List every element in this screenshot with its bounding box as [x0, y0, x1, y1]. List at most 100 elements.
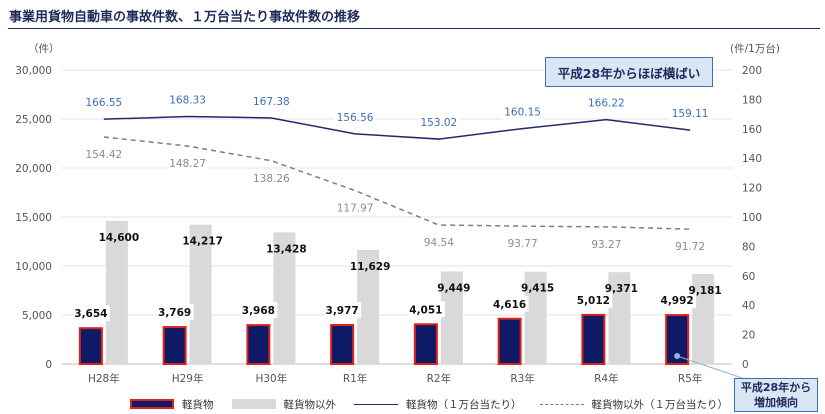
line-other-label: 94.54 — [424, 237, 454, 249]
line-other-label-bg — [501, 236, 544, 252]
line-light-label: 156.56 — [337, 112, 374, 124]
line-light-label-bg — [669, 106, 712, 122]
line-light-label-bg — [82, 95, 125, 111]
y-right-tick-label: 160 — [742, 124, 762, 136]
line-light-label: 168.33 — [169, 95, 206, 107]
bar-other-vehicle — [608, 272, 631, 364]
bar-other-vehicle — [273, 232, 296, 364]
x-tick-label: R1年 — [343, 372, 367, 385]
y-right-tick-label: 40 — [742, 300, 755, 312]
legend-label-other-bar: 軽貨物以外 — [283, 398, 337, 411]
line-light-label: 166.22 — [588, 98, 625, 110]
y-left-tick-label: 0 — [45, 359, 52, 371]
line-light-label-bg — [334, 109, 377, 125]
y-right-tick-label: 0 — [742, 359, 749, 371]
bar-other-label: 11,629 — [350, 261, 391, 273]
y-right-tick-label: 20 — [742, 330, 755, 342]
line-other-label: 93.27 — [591, 239, 621, 251]
bar-light-label-bg — [157, 304, 194, 321]
legend-label-light-bar: 軽貨物 — [182, 398, 214, 411]
y-left-tick-label: 5,000 — [22, 310, 52, 322]
bar-other-vehicle — [524, 271, 547, 364]
y-right-tick-label: 100 — [742, 212, 762, 224]
y-right-axis-label: (件/1万台) — [730, 42, 780, 55]
line-other-label-bg — [82, 147, 125, 163]
bar-other-label: 9,181 — [689, 285, 722, 297]
line-other-label-bg — [250, 170, 293, 186]
bar-other-label: 14,600 — [99, 232, 140, 244]
y-left-tick-label: 15,000 — [15, 212, 52, 224]
bar-light-label-bg — [576, 291, 613, 308]
bar-light-vehicle — [162, 326, 187, 366]
legend-swatch-light-bar — [130, 399, 174, 409]
bar-other-vehicle — [440, 271, 463, 364]
callout-flat-trend: 平成28年からほぼ横ばい — [545, 57, 713, 87]
bar-light-label: 3,769 — [158, 307, 191, 319]
y-left-tick-label: 30,000 — [15, 65, 52, 77]
line-light-label: 167.38 — [253, 96, 290, 108]
x-tick-label: H30年 — [255, 372, 287, 385]
bar-light-vehicle — [497, 317, 522, 366]
line-light-label: 166.55 — [86, 97, 123, 109]
bar-light-vehicle — [330, 324, 355, 365]
chart-title: 事業用貨物自動車の事故件数、１万台当たり事故件数の推移 — [9, 10, 361, 25]
line-light-label-bg — [417, 115, 460, 131]
bar-other-vehicle — [692, 274, 715, 364]
line-other-label: 138.26 — [253, 173, 290, 185]
line-light-label: 153.02 — [421, 117, 458, 129]
bar-light-label: 4,992 — [661, 295, 694, 307]
line-other-label-bg — [417, 235, 460, 251]
line-other-label: 91.72 — [675, 241, 705, 253]
line-other-label: 93.77 — [508, 238, 538, 250]
line-light-label: 160.15 — [504, 107, 541, 119]
y-right-tick-label: 80 — [742, 241, 755, 253]
bar-light-label-bg — [408, 301, 445, 318]
line-other-label: 154.42 — [86, 149, 123, 161]
bar-light-label: 4,051 — [409, 304, 442, 316]
bar-light-label-bg — [73, 305, 110, 322]
callout-pointer — [676, 355, 749, 381]
x-tick-label: R2年 — [427, 372, 451, 385]
line-light-label: 159.11 — [672, 108, 709, 120]
legend-label-light-line: 軽貨物（１万台当たり） — [406, 398, 522, 411]
line-other-vehicle — [103, 136, 691, 230]
legend-swatch-other-line — [539, 403, 584, 405]
x-tick-label: H29年 — [172, 372, 204, 385]
legend: 軽貨物 軽貨物以外 軽貨物（１万台当たり） 軽貨物以外（１万台当たり） — [130, 396, 746, 412]
bar-light-vehicle — [665, 314, 690, 365]
y-right-tick-label: 120 — [742, 183, 762, 195]
x-tick-label: R4年 — [594, 372, 618, 385]
legend-item-other-line: 軽貨物以外（１万台当たり） — [539, 397, 728, 412]
bar-light-label-bg — [325, 302, 362, 319]
bar-light-vehicle — [246, 324, 271, 365]
bar-light-label: 3,654 — [74, 308, 107, 320]
callout-increase-line1: 平成28年から — [740, 381, 812, 394]
title-underline — [8, 28, 820, 29]
bar-light-vehicle — [581, 313, 606, 365]
x-tick-label: R5年 — [678, 372, 702, 385]
callout-increase-line2: 増加傾向 — [754, 396, 798, 409]
legend-item-light-line: 軽貨物（１万台当たり） — [354, 397, 522, 412]
bar-light-vehicle — [413, 323, 438, 365]
bar-light-label-bg — [660, 292, 697, 309]
bar-light-label: 4,616 — [493, 299, 526, 311]
x-tick-label: H28年 — [88, 372, 120, 385]
bar-light-label-bg — [492, 295, 529, 312]
y-left-tick-label: 20,000 — [15, 163, 52, 175]
callout-pointer-dot — [674, 353, 681, 359]
callout-increase-trend: 平成28年から 増加傾向 — [734, 378, 818, 412]
y-right-tick-label: 140 — [742, 153, 762, 165]
line-light-label-bg — [166, 92, 209, 108]
bar-other-label: 9,449 — [437, 282, 470, 294]
bar-other-label: 9,415 — [521, 283, 554, 295]
line-other-label-bg — [585, 236, 628, 252]
line-light-vehicle — [103, 115, 691, 140]
bar-other-label: 9,371 — [605, 283, 638, 295]
y-left-tick-label: 25,000 — [15, 114, 52, 126]
line-other-label-bg — [334, 200, 377, 216]
line-other-label: 148.27 — [169, 158, 206, 170]
line-other-label: 117.97 — [337, 203, 374, 215]
y-right-tick-label: 60 — [742, 271, 755, 283]
bar-light-label: 5,012 — [577, 295, 610, 307]
